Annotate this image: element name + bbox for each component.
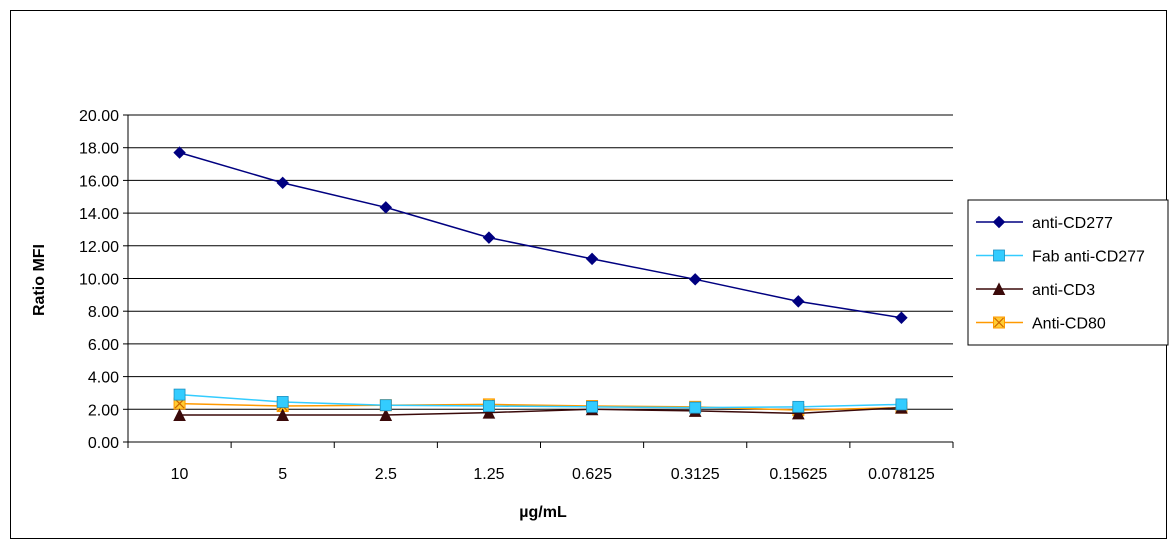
legend-label: anti-CD3 (1032, 282, 1095, 299)
legend: anti-CD277 Fab anti-CD277 anti-CD3 Anti-CD8… (967, 199, 1169, 346)
data-point (992, 215, 1006, 229)
data-point (379, 201, 393, 214)
x-tick-label: 0.078125 (868, 466, 935, 483)
y-tick-label: 0.00 (88, 435, 119, 452)
y-tick-label: 20.00 (79, 108, 119, 125)
x-tick-label: 5 (278, 466, 287, 483)
legend-item: Fab anti-CD277 (976, 249, 1145, 266)
x-tick-label: 2.5 (375, 466, 397, 483)
x-tick-label: 0.15625 (769, 466, 827, 483)
data-point (482, 405, 496, 419)
series-line (179, 151, 902, 319)
data-point (276, 176, 289, 190)
data-point (173, 388, 186, 401)
series-line (179, 393, 902, 409)
series-line (179, 402, 902, 411)
data-point (173, 146, 186, 159)
x-axis-title: µg/mL (519, 504, 567, 521)
data-point (688, 273, 702, 286)
y-axis-title: Ratio MFI (31, 244, 48, 316)
x-tick-label: 10 (171, 466, 189, 483)
series-fab-anti-cd277 (173, 388, 908, 414)
y-tick-label: 2.00 (88, 402, 119, 419)
y-tick-label: 12.00 (79, 239, 119, 256)
x-tick-label: 1.25 (473, 466, 504, 483)
y-tick-label: 6.00 (88, 337, 119, 354)
x-tick-label: 0.3125 (671, 466, 720, 483)
data-point (482, 231, 496, 244)
data-point (379, 408, 393, 422)
y-tick-label: 4.00 (88, 370, 119, 387)
x-tick-labels: 10 5 2.5 1.25 0.625 0.3125 0.15625 0.078125 (171, 466, 935, 483)
series-layer (173, 146, 908, 422)
data-point (993, 316, 1005, 329)
y-tick-label: 14.00 (79, 206, 119, 223)
data-point (276, 408, 289, 422)
legend-label: anti-CD277 (1032, 215, 1113, 232)
data-point (992, 282, 1006, 295)
legend-item: Anti-CD80 (976, 316, 1106, 333)
x-tick-label: 0.625 (572, 466, 612, 483)
data-point (792, 406, 805, 420)
data-point (993, 249, 1005, 262)
data-point (586, 400, 598, 413)
data-point (689, 401, 702, 414)
data-point (173, 408, 186, 422)
legend-item: anti-CD277 (976, 215, 1113, 232)
series-line (179, 406, 902, 416)
data-point (895, 398, 908, 411)
axes (123, 114, 954, 448)
data-point (792, 400, 805, 413)
y-tick-label: 16.00 (79, 173, 119, 190)
y-tick-labels: 0.00 2.00 4.00 6.00 8.00 10.00 12.00 14.00 16.00… (79, 108, 119, 452)
y-tick-label: 18.00 (79, 141, 119, 158)
legend-item: anti-CD3 (976, 282, 1095, 299)
data-point (895, 311, 908, 324)
series-anti-cd277 (173, 146, 908, 324)
y-tick-label: 10.00 (79, 272, 119, 289)
legend-label: Anti-CD80 (1032, 316, 1106, 333)
data-point (483, 400, 495, 412)
legend-label: Fab anti-CD277 (1032, 249, 1145, 266)
data-point (585, 252, 599, 266)
gridlines (128, 114, 953, 410)
data-point (792, 295, 805, 308)
data-point (379, 399, 392, 412)
data-point-cross (174, 398, 185, 409)
data-point-cross (994, 317, 1004, 328)
data-point (276, 396, 289, 408)
y-tick-label: 8.00 (88, 304, 119, 321)
